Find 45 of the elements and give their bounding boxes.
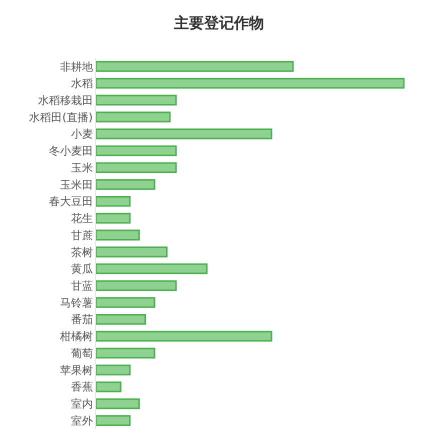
y-tick-label: 小麦 bbox=[70, 128, 93, 141]
bar bbox=[96, 246, 168, 258]
y-tick-label: 水稻 bbox=[70, 77, 93, 90]
y-tick-label: 花生 bbox=[70, 212, 93, 226]
bar bbox=[96, 364, 131, 376]
y-tick-label: 甘蔗 bbox=[70, 228, 93, 242]
y-tick-label: 非耕地 bbox=[60, 60, 93, 74]
y-tick-label: 葡萄 bbox=[70, 346, 93, 360]
y-tick-label: 茶树 bbox=[70, 246, 93, 259]
bar bbox=[96, 196, 131, 207]
y-tick-label: 香蕉 bbox=[70, 380, 93, 394]
chart-title: 主要登记作物 bbox=[173, 14, 264, 32]
y-tick-label: 玉米 bbox=[70, 161, 93, 174]
y-tick-label: 冬小麦田 bbox=[48, 144, 93, 158]
bar bbox=[96, 94, 177, 106]
bar bbox=[96, 162, 177, 173]
y-tick-label: 甘蓝 bbox=[70, 280, 93, 293]
bar bbox=[96, 179, 156, 190]
bar bbox=[96, 280, 177, 292]
bar bbox=[96, 212, 131, 224]
bar bbox=[96, 297, 156, 308]
y-tick-label: 春大豆田 bbox=[48, 195, 93, 208]
y-tick-label: 室内 bbox=[70, 398, 93, 411]
bar bbox=[96, 348, 156, 358]
bar bbox=[96, 415, 131, 426]
y-tick-label: 水稻移栽田 bbox=[38, 94, 93, 108]
y-tick-label: 马铃薯 bbox=[60, 296, 93, 310]
y-tick-label: 水稻田(直播) bbox=[29, 110, 93, 124]
y-tick-label: 苹果树 bbox=[60, 364, 93, 377]
bar bbox=[96, 381, 122, 392]
bar bbox=[96, 263, 208, 274]
bar bbox=[96, 61, 294, 72]
y-tick-label: 柑橘树 bbox=[58, 330, 93, 344]
bar bbox=[96, 128, 272, 140]
y-tick-label: 玉米田 bbox=[60, 178, 93, 192]
y-tick-label: 室外 bbox=[70, 414, 93, 428]
bar bbox=[96, 112, 171, 122]
bar bbox=[96, 314, 146, 325]
y-tick-label: 黄瓜 bbox=[70, 262, 93, 276]
bar bbox=[96, 145, 177, 156]
bar bbox=[96, 330, 272, 342]
bar bbox=[96, 78, 405, 89]
bar bbox=[96, 230, 140, 240]
bar bbox=[96, 398, 140, 410]
y-tick-label: 番茄 bbox=[70, 313, 93, 326]
